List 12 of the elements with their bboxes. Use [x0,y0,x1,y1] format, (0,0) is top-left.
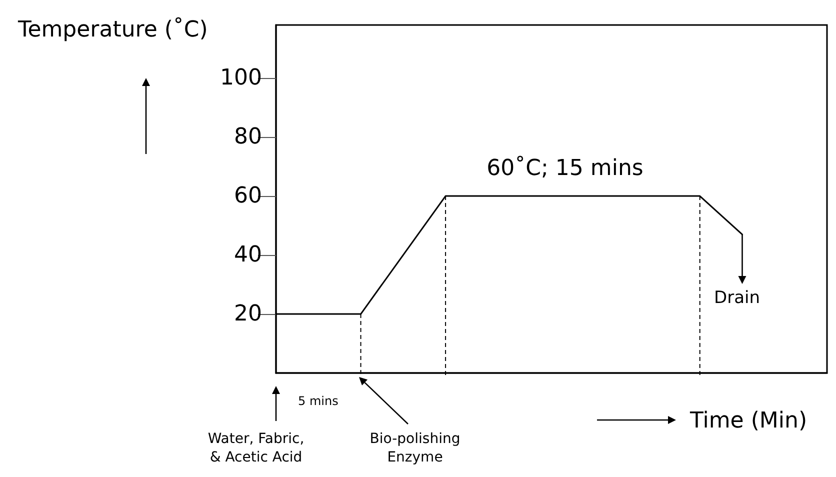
y-tick-label: 80 [234,124,262,150]
y-tick-label: 100 [220,66,262,91]
text: Water, Fabric, & Acetic Acid [208,431,304,466]
y-axis-title: Temperature (˚C) [17,16,208,42]
y-tick-label: 60 [234,184,262,209]
text: Bio-polishing Enzyme [370,431,460,466]
text: 5 mins [298,394,338,408]
y-tick-label: 40 [234,242,262,268]
y-tick-label: 20 [234,302,262,327]
x-axis-title: Time (Min) [689,408,808,434]
annotation: 60˚C; 15 mins [486,155,644,182]
annotation: Drain [714,288,760,308]
